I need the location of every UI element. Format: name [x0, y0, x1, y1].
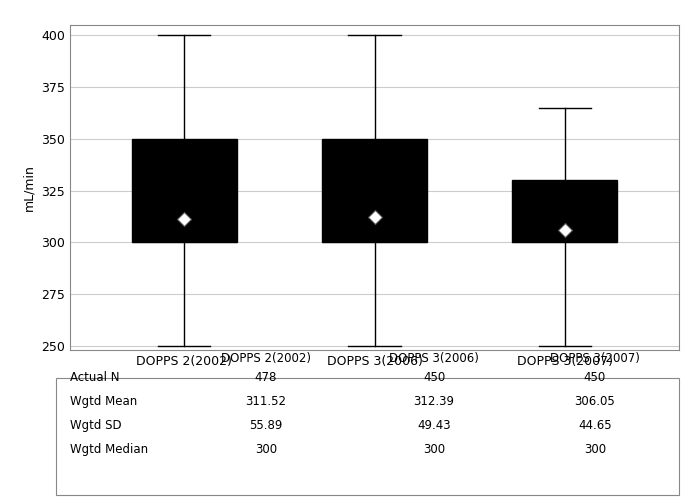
Text: 311.52: 311.52 [246, 395, 286, 408]
Text: 300: 300 [423, 443, 445, 456]
Text: 300: 300 [584, 443, 606, 456]
Text: 49.43: 49.43 [417, 419, 451, 432]
Text: 306.05: 306.05 [575, 395, 615, 408]
Text: Wgtd SD: Wgtd SD [70, 419, 122, 432]
Text: 55.89: 55.89 [249, 419, 283, 432]
Text: Wgtd Median: Wgtd Median [70, 443, 148, 456]
Text: DOPPS 2(2002): DOPPS 2(2002) [221, 352, 311, 365]
Text: Wgtd Mean: Wgtd Mean [70, 395, 137, 408]
PathPatch shape [512, 180, 617, 242]
Y-axis label: mL/min: mL/min [22, 164, 36, 211]
Text: Actual N: Actual N [70, 371, 120, 384]
Text: 478: 478 [255, 371, 277, 384]
Text: 450: 450 [423, 371, 445, 384]
Text: 44.65: 44.65 [578, 419, 612, 432]
Text: 450: 450 [584, 371, 606, 384]
PathPatch shape [322, 139, 427, 242]
Text: 300: 300 [255, 443, 277, 456]
Text: DOPPS 3(2006): DOPPS 3(2006) [389, 352, 479, 365]
PathPatch shape [132, 139, 237, 242]
Text: DOPPS 3(2007): DOPPS 3(2007) [550, 352, 640, 365]
Text: 312.39: 312.39 [414, 395, 454, 408]
